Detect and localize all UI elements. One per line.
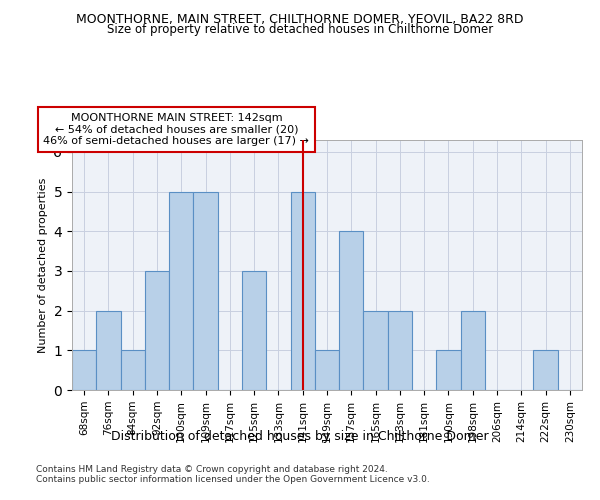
- Text: Distribution of detached houses by size in Chilthorne Domer: Distribution of detached houses by size …: [111, 430, 489, 443]
- Bar: [145, 271, 169, 390]
- Bar: [96, 310, 121, 390]
- Text: MOONTHORNE, MAIN STREET, CHILTHORNE DOMER, YEOVIL, BA22 8RD: MOONTHORNE, MAIN STREET, CHILTHORNE DOME…: [76, 12, 524, 26]
- Text: Size of property relative to detached houses in Chilthorne Domer: Size of property relative to detached ho…: [107, 22, 493, 36]
- Bar: [290, 192, 315, 390]
- Text: Contains public sector information licensed under the Open Government Licence v3: Contains public sector information licen…: [36, 476, 430, 484]
- Bar: [242, 271, 266, 390]
- Bar: [121, 350, 145, 390]
- Bar: [364, 310, 388, 390]
- Text: MOONTHORNE MAIN STREET: 142sqm
← 54% of detached houses are smaller (20)
46% of : MOONTHORNE MAIN STREET: 142sqm ← 54% of …: [43, 113, 310, 146]
- Text: Contains HM Land Registry data © Crown copyright and database right 2024.: Contains HM Land Registry data © Crown c…: [36, 466, 388, 474]
- Bar: [169, 192, 193, 390]
- Bar: [339, 232, 364, 390]
- Bar: [72, 350, 96, 390]
- Bar: [461, 310, 485, 390]
- Y-axis label: Number of detached properties: Number of detached properties: [38, 178, 48, 352]
- Bar: [388, 310, 412, 390]
- Bar: [315, 350, 339, 390]
- Bar: [436, 350, 461, 390]
- Bar: [533, 350, 558, 390]
- Bar: [193, 192, 218, 390]
